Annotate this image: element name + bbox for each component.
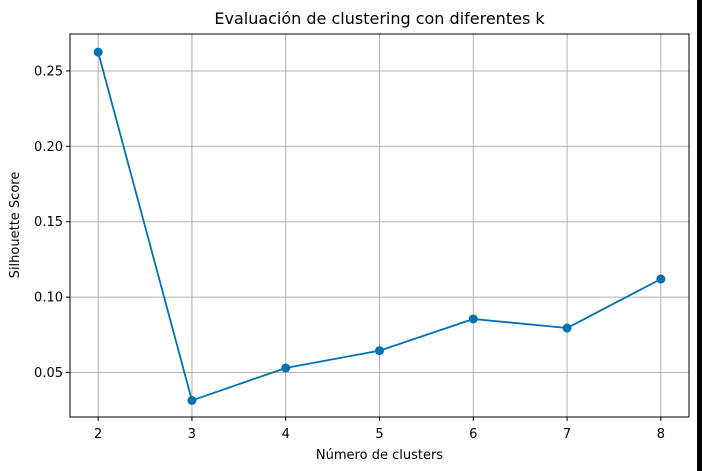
x-tick-label-2: 2	[94, 427, 102, 442]
y-axis-label: Silhouette Score	[8, 172, 23, 279]
x-axis-label: Número de clusters	[316, 448, 443, 463]
x-tick-label-6: 6	[469, 427, 477, 442]
grid-lines	[70, 34, 689, 417]
y-tick-label-1: 0.10	[34, 291, 63, 306]
y-tick-label-4: 0.25	[34, 64, 63, 79]
x-tick-label-5: 5	[375, 427, 383, 442]
data-point-k7	[562, 323, 572, 333]
x-tick-label-4: 4	[282, 427, 290, 442]
series-group	[93, 47, 666, 405]
x-tick-label-7: 7	[563, 427, 571, 442]
data-point-k6	[468, 314, 478, 324]
data-point-k4	[281, 363, 291, 373]
data-point-k2	[93, 47, 103, 57]
x-tick-label-8: 8	[657, 427, 665, 442]
data-point-k5	[375, 346, 384, 356]
chart-title: Evaluación de clustering con diferentes …	[214, 9, 545, 28]
window-edge-bar	[697, 0, 702, 471]
y-axis-ticks: 0.05 0.10 0.15 0.20 0.25	[34, 64, 70, 381]
x-tick-label-3: 3	[188, 427, 196, 442]
data-point-k3	[187, 395, 197, 405]
data-point-k8	[656, 274, 666, 284]
x-axis-ticks: 2 3 4 5 6 7 8	[94, 417, 665, 442]
y-tick-label-0: 0.05	[34, 366, 63, 381]
y-tick-label-3: 0.20	[34, 140, 63, 155]
y-tick-label-2: 0.15	[34, 215, 63, 230]
